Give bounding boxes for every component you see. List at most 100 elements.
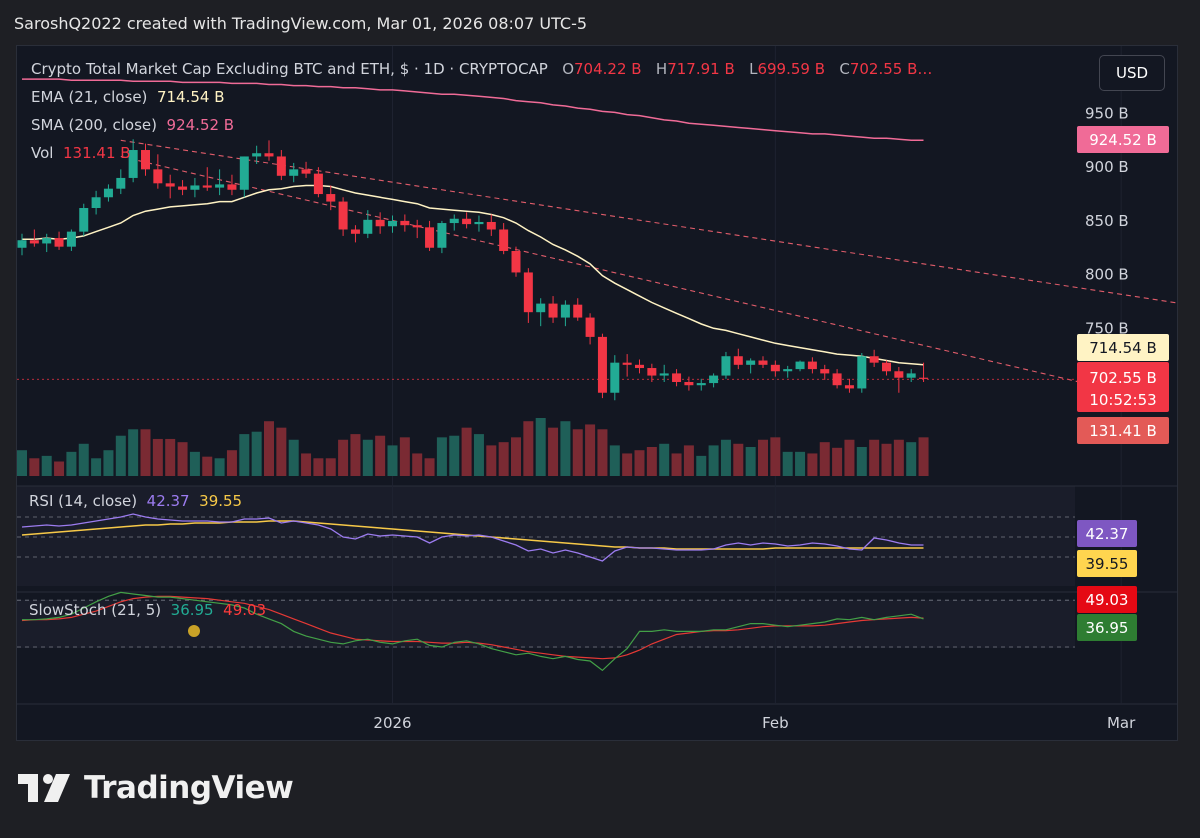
volume-bar — [29, 458, 40, 476]
candle-body — [474, 221, 484, 225]
high-value: 717.91 B — [667, 60, 735, 78]
stoch-legend[interactable]: SlowStoch (21, 5) 36.95 49.03 — [29, 601, 266, 619]
rsi-ma-value-badge-bg — [1077, 550, 1137, 577]
low-label: L — [749, 60, 758, 78]
volume-bar — [189, 451, 200, 476]
candle-body — [894, 371, 904, 378]
volume-bar — [906, 442, 917, 476]
candle-body — [758, 360, 768, 365]
candle-body — [795, 361, 805, 370]
rsi-legend[interactable]: RSI (14, close) 42.37 39.55 — [29, 492, 242, 510]
candle-body — [141, 150, 150, 170]
volume-bar — [819, 442, 830, 476]
candle-body — [79, 208, 89, 232]
candle-body — [597, 336, 607, 393]
y-tick-label: 950 B — [1085, 105, 1129, 123]
candle-body — [770, 364, 780, 372]
candle-body — [684, 382, 694, 386]
volume-bar — [622, 453, 633, 476]
x-tick-label: 2026 — [373, 714, 411, 732]
candle-body — [276, 156, 286, 176]
rsi-value: 42.37 — [146, 492, 190, 510]
chart-credit: SaroshQ2022 created with TradingView.com… — [14, 14, 588, 33]
candle-body — [363, 219, 373, 234]
volume-bar — [795, 451, 806, 476]
candle-body — [338, 201, 348, 230]
candle-body — [511, 250, 521, 273]
event-marker-dot — [188, 625, 200, 637]
stoch-d-value: 49.03 — [223, 601, 267, 619]
symbol-title[interactable]: Crypto Total Market Cap Excluding BTC an… — [31, 60, 548, 78]
volume-bar — [671, 453, 682, 476]
volume-bar — [165, 438, 176, 476]
candle-body — [437, 223, 447, 248]
candle-body — [832, 373, 842, 386]
chart-frame[interactable]: 2026 Feb Mar 950 B 900 B 850 B 800 B 750 B 924.5… — [16, 45, 1178, 741]
x-tick-label: Feb — [762, 714, 789, 732]
volume-bar — [461, 427, 472, 476]
candle-body — [844, 385, 854, 389]
candle-body — [783, 369, 793, 372]
volume-bar — [251, 431, 262, 476]
volume-bar — [498, 442, 509, 476]
y-tick-label: 900 B — [1085, 158, 1129, 176]
candle-body — [635, 364, 644, 369]
candle-body — [412, 225, 422, 228]
volume-bar — [511, 437, 521, 476]
volume-bar — [214, 458, 225, 476]
candle-body — [116, 177, 126, 189]
volume-bar — [869, 439, 880, 476]
candle-body — [190, 185, 200, 190]
candle-body — [301, 169, 311, 174]
volume-bar — [115, 435, 126, 476]
volume-bar — [140, 429, 151, 476]
candle-body — [857, 356, 867, 389]
trend-line — [120, 155, 1171, 405]
candle-body — [882, 362, 891, 372]
volume-bar — [301, 453, 312, 476]
volume-bar — [523, 421, 534, 476]
candle-body — [17, 240, 27, 248]
currency-button[interactable]: USD — [1099, 55, 1165, 91]
volume-bar — [893, 439, 904, 476]
volume-bar — [362, 439, 373, 476]
stoch-k-line — [22, 591, 924, 672]
volume-legend[interactable]: Vol 131.41 B — [31, 144, 131, 162]
volume-bar — [758, 439, 768, 476]
candle-body — [313, 173, 323, 195]
ema-label: EMA (21, close) — [31, 88, 148, 106]
candle-body — [42, 238, 52, 244]
y-tick-label: 800 B — [1085, 266, 1129, 284]
candle-body — [585, 317, 595, 337]
volume-bar — [782, 451, 793, 476]
candle-body — [153, 169, 163, 184]
volume-bar — [17, 450, 27, 476]
candle-body — [449, 218, 459, 224]
volume-bar — [375, 435, 386, 476]
candle-body — [622, 362, 632, 365]
trend-line — [120, 139, 1177, 304]
candle-body — [647, 368, 657, 376]
rsi-pane-bg — [17, 486, 1075, 586]
ema-legend[interactable]: EMA (21, close) 714.54 B — [31, 88, 225, 106]
chart-canvas[interactable]: 2026 Feb Mar 950 B 900 B 850 B 800 B 750 B 924.5… — [17, 46, 1178, 741]
volume-bar — [325, 458, 336, 476]
volume-bar — [634, 450, 645, 476]
volume-bar — [436, 437, 447, 476]
y-tick-label: 850 B — [1085, 212, 1129, 230]
candle-body — [425, 227, 435, 248]
volume-bar — [535, 418, 546, 476]
sma-legend[interactable]: SMA (200, close) 924.52 B — [31, 116, 234, 134]
candle-body — [54, 238, 64, 247]
volume-bar — [473, 434, 484, 476]
candle-body — [128, 150, 138, 178]
vol-value: 131.41 B — [63, 144, 131, 162]
volume-bar — [202, 456, 213, 476]
tradingview-logo-icon — [18, 774, 70, 802]
volume-bar — [659, 443, 670, 476]
stoch-pane-bg — [17, 600, 1075, 648]
rsi-ma-value-badge: 39.55 — [1086, 555, 1129, 573]
candle-body — [462, 218, 472, 225]
volume-bar — [918, 437, 929, 476]
volume-bar — [708, 445, 719, 476]
